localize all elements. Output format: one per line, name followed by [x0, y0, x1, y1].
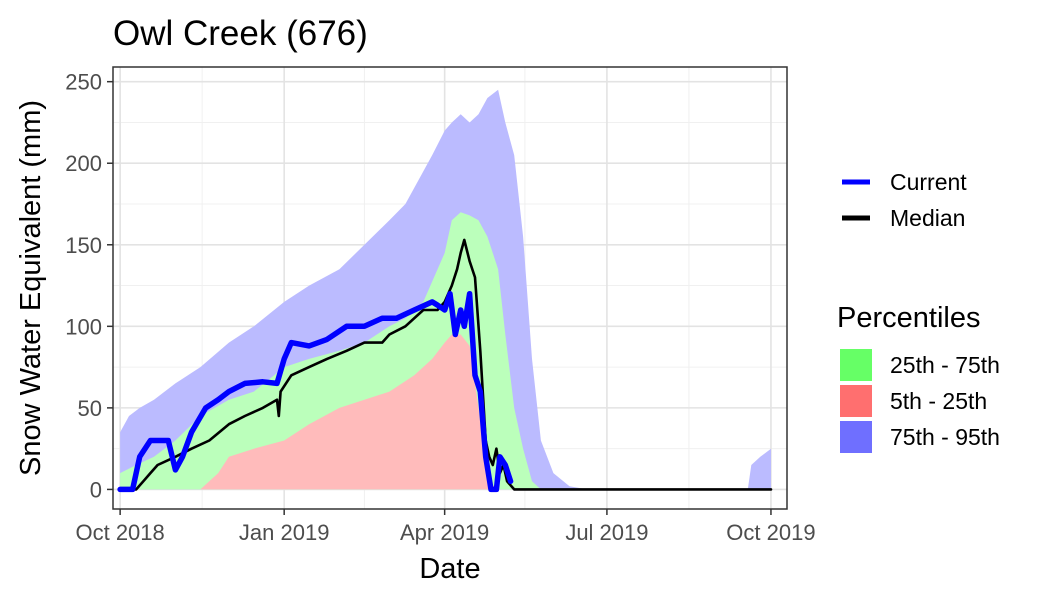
x-axis-label: Date — [419, 553, 480, 585]
legend-label-75-95: 75th - 95th — [890, 424, 1000, 450]
y-tick-label: 150 — [65, 233, 102, 258]
legend: Current Median Percentiles 25th - 75th 5… — [837, 169, 1000, 453]
x-tick-label: Apr 2019 — [400, 520, 489, 545]
x-tick-label: Jul 2019 — [565, 520, 648, 545]
plot-panel-border — [112, 66, 788, 510]
legend-key-75-95 — [840, 421, 872, 453]
x-tick-label: Oct 2018 — [75, 520, 164, 545]
axes: 0 50 100 150 200 250 Oct 2018 Jan 2019 Apr 2019 J… — [65, 70, 815, 545]
chart-title: Owl Creek (676) — [113, 14, 368, 53]
x-tick-label: Jan 2019 — [239, 520, 330, 545]
y-tick-label: 50 — [78, 396, 102, 421]
series-lines — [117, 238, 773, 493]
y-tick-label: 100 — [65, 314, 102, 339]
series-line-median — [118, 238, 773, 491]
y-axis-label: Snow Water Equivalent (mm) — [15, 100, 47, 476]
y-tick-label: 250 — [65, 70, 102, 95]
band-5th-25th — [120, 334, 499, 490]
y-tick-label: 200 — [65, 151, 102, 176]
x-tick-label: Oct 2019 — [726, 520, 815, 545]
legend-label-5-25: 5th - 25th — [890, 388, 987, 414]
plot-area — [112, 66, 788, 510]
legend-label-current: Current — [890, 169, 967, 195]
series-line-current — [117, 290, 514, 493]
y-tick-label: 0 — [90, 477, 102, 502]
legend-key-25-75 — [840, 349, 872, 381]
legend-label-median: Median — [890, 205, 965, 231]
legend-title-percentiles: Percentiles — [837, 302, 980, 334]
legend-label-25-75: 25th - 75th — [890, 352, 1000, 378]
legend-key-5-25 — [840, 385, 872, 417]
